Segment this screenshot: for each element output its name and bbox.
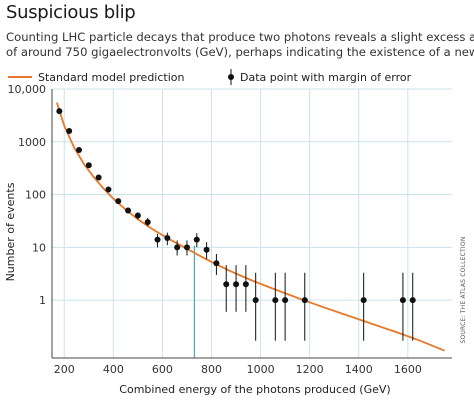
- data-point: [242, 281, 249, 288]
- x-tick-label: 800: [201, 363, 222, 376]
- data-point: [282, 297, 289, 304]
- subtitle-line-2: of around 750 gigaelectronvolts (GeV), p…: [6, 45, 474, 59]
- x-tick-label: 1400: [345, 363, 373, 376]
- source-credit: SOURCE: THE ATLAS COLLECTION: [460, 236, 467, 343]
- chart-title: Suspicious blip: [6, 2, 136, 23]
- data-point: [193, 236, 200, 243]
- data-point: [134, 212, 141, 219]
- data-point: [183, 244, 190, 251]
- data-point: [105, 186, 112, 193]
- y-tick-label: 1000: [18, 136, 46, 149]
- data-point: [203, 246, 210, 253]
- data-point: [66, 128, 73, 135]
- x-tick-label: 1600: [394, 363, 422, 376]
- y-tick-label: 10,000: [8, 83, 47, 96]
- data-point: [223, 281, 230, 288]
- data-point: [115, 198, 122, 205]
- y-tick-label: 100: [25, 189, 46, 202]
- legend-model-label: Standard model prediction: [38, 71, 185, 84]
- data-point: [233, 281, 240, 288]
- subtitle-line-1: Counting LHC particle decays that produc…: [6, 30, 474, 44]
- chart-subtitle: Counting LHC particle decays that produc…: [6, 30, 474, 60]
- data-point: [272, 297, 279, 304]
- data-point: [409, 297, 416, 304]
- x-axis-label: Combined energy of the photons produced …: [119, 383, 390, 396]
- data-point: [164, 235, 171, 242]
- data-point: [85, 162, 92, 169]
- data-point: [95, 174, 102, 181]
- data-point: [56, 108, 63, 115]
- data-point: [213, 260, 220, 267]
- data-point: [252, 297, 259, 304]
- y-tick-label: 10: [32, 241, 46, 254]
- data-point: [360, 297, 367, 304]
- grid-lines: [52, 88, 452, 358]
- x-tick-label: 400: [103, 363, 124, 376]
- model-line-group: [56, 102, 445, 352]
- data-point: [399, 297, 406, 304]
- x-tick-label: 600: [152, 363, 173, 376]
- legend-data-label: Data point with margin of error: [240, 71, 412, 84]
- x-tick-label: 1200: [296, 363, 324, 376]
- data-points-group: [56, 108, 416, 341]
- y-tick-label: 1: [39, 294, 46, 307]
- data-point: [301, 297, 308, 304]
- legend-data-swatch: [228, 74, 234, 80]
- model-prediction-line: [56, 102, 445, 352]
- x-tick-label: 200: [54, 363, 75, 376]
- x-tick-label: 1000: [247, 363, 275, 376]
- data-point: [125, 207, 132, 214]
- data-point: [154, 236, 161, 243]
- data-point: [75, 146, 82, 153]
- data-point: [144, 219, 151, 226]
- legend: Standard model prediction Data point with…: [8, 69, 412, 85]
- data-point: [174, 244, 181, 251]
- y-axis-label: Number of events: [4, 182, 17, 281]
- axes-group: 1 10 100 1000 10,000 200 400 600 800 1000 1200 1400…: [8, 83, 452, 376]
